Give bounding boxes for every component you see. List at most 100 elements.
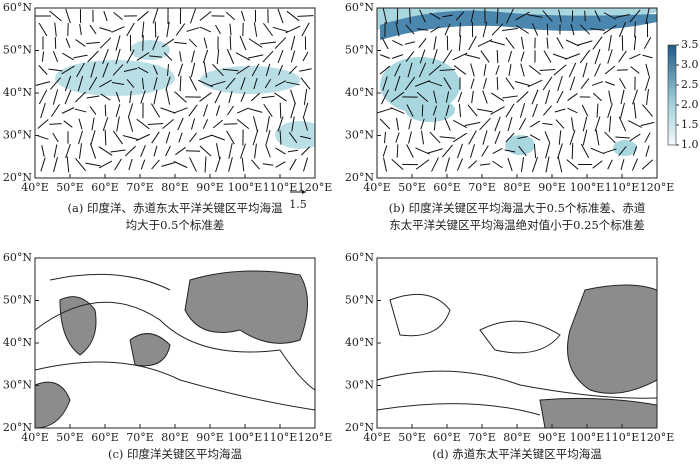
wind-vector <box>241 157 245 172</box>
wind-vector <box>634 21 636 38</box>
wind-vector <box>38 22 48 37</box>
wind-vector <box>529 134 541 141</box>
wind-vector <box>552 53 568 60</box>
wind-vector <box>542 122 553 126</box>
wind-vector <box>161 38 175 48</box>
shading <box>55 40 315 149</box>
wind-vector <box>152 8 159 24</box>
wind-vector <box>504 149 516 153</box>
wind-vector <box>112 130 124 145</box>
wind-vector <box>643 37 652 49</box>
wind-vector <box>416 91 429 103</box>
wind-vector <box>568 62 577 78</box>
wind-vector <box>211 134 225 141</box>
wind-vector <box>406 104 414 117</box>
lon-label: 100°E <box>570 181 605 194</box>
wind-vector <box>556 90 564 104</box>
wind-vector <box>564 53 581 60</box>
wind-vector <box>432 48 438 65</box>
wind-vector <box>89 143 97 159</box>
wind-vector <box>237 107 249 114</box>
wind-vector <box>236 65 250 75</box>
wind-vector <box>189 157 197 172</box>
lat-label: 30°N <box>345 129 374 142</box>
wind-vector <box>236 118 250 130</box>
wind-vector <box>262 163 274 166</box>
wind-vector <box>189 132 197 143</box>
wind-vector <box>416 28 429 31</box>
wind-vector <box>303 89 308 105</box>
wind-vector <box>102 117 109 131</box>
wind-vector <box>531 89 539 105</box>
wind-vector <box>528 65 542 75</box>
wind-vector <box>299 135 312 140</box>
wind-vector <box>415 159 430 170</box>
wind-vector <box>419 9 426 23</box>
wind-vector <box>279 102 282 119</box>
wind-vector <box>226 49 235 64</box>
wind-vector <box>226 130 235 145</box>
wind-vector <box>615 14 630 18</box>
wind-vector <box>391 54 404 59</box>
wind-vector <box>297 15 314 17</box>
wind-vector <box>379 54 391 59</box>
wind-vector <box>494 116 501 132</box>
wind-vector <box>153 89 158 105</box>
lon-label: 80°E <box>161 431 189 444</box>
wind-vector <box>265 63 271 77</box>
lon-label: 70°E <box>468 181 496 194</box>
wind-vector <box>98 146 113 156</box>
wind-vector <box>140 144 146 158</box>
lon-label: 70°E <box>126 181 154 194</box>
wind-vector <box>275 161 286 168</box>
wind-vector <box>631 158 639 171</box>
wind-vector <box>429 131 441 144</box>
wind-vector <box>645 8 650 24</box>
wind-vector <box>265 144 271 158</box>
wind-vector <box>565 39 580 47</box>
wind-vector <box>531 23 539 36</box>
wind-vector <box>65 143 71 159</box>
wind-vector <box>104 104 107 117</box>
wind-vector <box>444 117 451 131</box>
wind-vector <box>419 49 426 64</box>
lon-label: 80°E <box>503 431 531 444</box>
wind-vector <box>127 103 134 118</box>
wind-vector <box>608 90 612 104</box>
wind-vector <box>229 35 232 51</box>
wind-vector <box>48 68 63 72</box>
wind-vector <box>225 11 236 21</box>
wind-vector <box>381 89 389 105</box>
wind-vector <box>470 78 475 89</box>
wind-vector <box>65 8 71 24</box>
wind-vector <box>604 131 616 144</box>
wind-vector <box>542 10 553 22</box>
wind-vector <box>153 77 158 90</box>
wind-vector <box>202 49 209 64</box>
lat-label: 60°N <box>345 1 374 14</box>
lat-label: 60°N <box>3 251 32 264</box>
wind-vector <box>395 132 400 143</box>
wind-vector <box>645 145 650 157</box>
wind-vector <box>188 76 198 91</box>
lon-label: 80°E <box>161 181 189 194</box>
wind-vector <box>642 54 653 59</box>
lon-label: 70°E <box>468 431 496 444</box>
lon-label: 60°E <box>433 181 461 194</box>
wind-vector <box>215 24 221 35</box>
wind-vector <box>153 145 158 157</box>
wind-vector <box>492 147 503 155</box>
wind-vector <box>252 116 259 132</box>
colorbar-label: 2.5 <box>681 78 699 91</box>
wind-vector <box>85 162 101 167</box>
wind-vector <box>432 105 438 116</box>
wind-vector <box>274 37 287 49</box>
wind-vector <box>248 108 263 113</box>
wind-vector <box>381 36 389 50</box>
wind-vector <box>162 118 174 130</box>
wind-vector <box>505 132 515 143</box>
wind-vector <box>213 119 223 129</box>
wind-vector <box>584 10 586 22</box>
wind-vector <box>455 11 465 21</box>
wind-vector <box>76 62 85 78</box>
